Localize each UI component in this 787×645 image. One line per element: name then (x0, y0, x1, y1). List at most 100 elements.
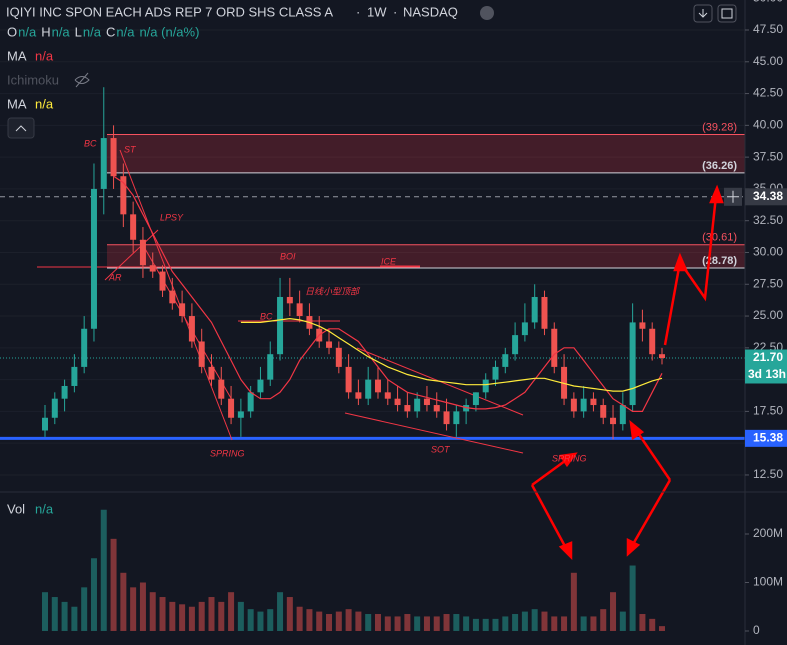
candle-body (423, 398, 430, 406)
price-tag-label: 21.70 (753, 350, 783, 364)
candle-body (610, 417, 617, 425)
volume-bar (580, 616, 587, 631)
candle-body (286, 296, 293, 304)
volume-bar (247, 609, 254, 631)
annotation: 日线小型顶部 (305, 286, 361, 296)
annotation: LPSY (160, 212, 184, 222)
candle-body (374, 379, 381, 393)
candle-body (521, 322, 528, 336)
volume-bar (365, 614, 372, 631)
collapse-button[interactable] (7, 117, 35, 139)
volume-bar (169, 601, 176, 631)
volume-bar (551, 616, 558, 631)
candle-body (649, 328, 656, 355)
price-tag (745, 188, 787, 206)
volume-bar (306, 609, 313, 631)
candle-body (355, 392, 362, 399)
indicator-value: n/a (35, 96, 54, 111)
candle-body (404, 405, 411, 412)
drawing-line (119, 149, 233, 441)
button[interactable] (717, 4, 737, 23)
candle-body (570, 398, 577, 412)
candle-body (277, 296, 284, 355)
candle-body (61, 385, 68, 399)
annotation: SOT (431, 444, 451, 454)
volume-bar (492, 618, 499, 631)
annotation: SPRING (552, 453, 587, 463)
ma-line (240, 317, 663, 392)
volume-bar (570, 572, 577, 631)
candle-body (512, 335, 519, 355)
candle-body (110, 138, 117, 177)
candle-body (90, 188, 97, 329)
candle-body (159, 271, 166, 291)
candle-body (541, 296, 548, 329)
volume-bar (71, 606, 78, 631)
volume-bar (267, 609, 274, 631)
candle-body (482, 379, 489, 393)
volume-bar (81, 587, 88, 631)
candle-body (659, 354, 665, 359)
annotation: BOI (280, 251, 296, 261)
zone-label: (36.26) (702, 160, 737, 172)
y-tick-label: 37.50 (753, 149, 783, 163)
interval: 1W (367, 4, 387, 19)
candle-body (208, 366, 215, 380)
candle-body (414, 398, 421, 412)
volume-bar (482, 618, 489, 631)
volume-bar (355, 611, 362, 631)
price-tag (745, 349, 787, 384)
y2-tick-label: 100M (753, 575, 783, 589)
ma-line (113, 175, 663, 412)
volume-bar (208, 597, 215, 631)
volume-bar (629, 565, 636, 631)
candle-body (188, 316, 195, 342)
candle-body (198, 341, 205, 367)
indicator-name: Ichimoku (7, 72, 59, 87)
drawing-line (344, 412, 524, 454)
indicator-value: n/a (35, 48, 54, 63)
hide-icon[interactable] (74, 72, 90, 88)
zone-label: (30.61) (702, 232, 737, 244)
drawing-line (104, 229, 159, 281)
market-status[interactable] (480, 6, 494, 20)
volume-bar (335, 611, 342, 631)
y-tick-label: 40.00 (753, 118, 783, 132)
volume-bar (600, 609, 607, 631)
countdown: 3d 13h (748, 367, 786, 381)
annotations: BC ST LPSY AR BOI ICE 日线小型顶部 BC SPRING S… (84, 138, 587, 463)
icon (15, 125, 27, 132)
candle-body (179, 303, 186, 317)
icon (698, 9, 708, 18)
legend-change: n/a (n/a%) (139, 24, 199, 39)
y-tick-label: 50.00 (753, 0, 783, 4)
candle-body (492, 366, 499, 380)
price-tag-label: 34.38 (753, 189, 783, 203)
candle-body (247, 392, 254, 412)
candle-body (267, 354, 274, 380)
candle-body (257, 379, 264, 393)
annotation: BC (260, 311, 273, 321)
volume-bar (414, 616, 421, 631)
candle-body (169, 290, 176, 304)
candle-body (130, 214, 137, 240)
volume-bar (286, 597, 293, 631)
volume-bar (541, 611, 548, 631)
icon (721, 8, 733, 19)
annotation: SPRING (210, 448, 245, 458)
volume-bar (120, 572, 127, 631)
candle-body (42, 417, 48, 431)
zone (107, 244, 745, 268)
volume-bar (296, 606, 303, 631)
volume-bar (277, 592, 284, 631)
volume-bar (404, 614, 411, 631)
legend-value: n/a (18, 24, 37, 39)
candle-body (296, 303, 303, 317)
volume-bar (423, 616, 430, 631)
button[interactable] (693, 4, 713, 23)
zone-label: (39.28) (702, 121, 737, 133)
arrowhead (629, 420, 645, 441)
arrowhead (558, 541, 573, 561)
arrowhead (558, 452, 578, 468)
arrows (530, 184, 724, 561)
